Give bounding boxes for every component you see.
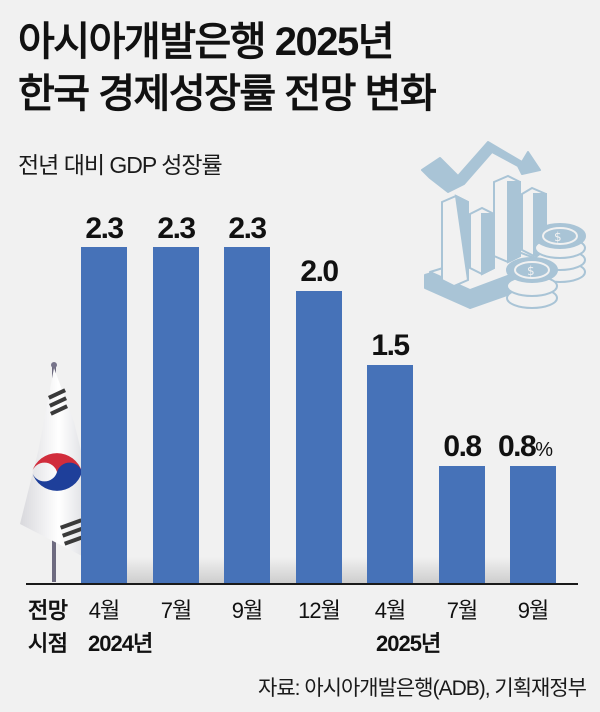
year-label-2025: 2025년 [376,631,441,656]
bar-2025-04 [367,365,413,583]
value-label: 2.3 [157,212,196,245]
bar-2025-07 [439,466,485,583]
year-label-2024: 2024년 [88,631,153,656]
bar-gap-shadow [270,557,296,583]
value-label: 0.8 [443,430,482,463]
x-axis-row-label-1: 전망 [28,598,68,623]
bar-2024-07 [153,247,199,583]
x-tick-label: 4월 [88,598,120,623]
svg-text:$: $ [527,264,535,278]
x-axis-baseline [26,583,578,585]
x-tick-label: 7월 [160,598,192,623]
bar-chart-coins-illustration-icon: $ $ [421,141,586,309]
x-tick-label: 4월 [374,598,406,623]
bar-gap-shadow [485,557,510,583]
value-number: 0.8 [498,430,537,463]
bar-2024-04 [81,247,127,583]
bar-gap-shadow [127,557,153,583]
x-tick-label: 9월 [231,598,263,623]
x-tick-label: 12월 [298,598,341,623]
value-label: 0.8% [498,432,598,462]
x-axis-row-label-2: 시점 [28,631,68,656]
chart-subtitle: 전년 대비 GDP 성장률 [18,152,223,178]
south-korea-flag-icon [20,362,98,582]
value-label: 2.3 [85,212,124,245]
bar-gap-shadow [413,557,439,583]
title-line-2: 한국 경제성장률 전망 변화 [18,72,437,116]
bar-2024-09 [224,247,270,583]
source-note: 자료: 아시아개발은행(ADB), 기획재정부 [258,677,587,700]
bar-2024-12 [296,291,342,583]
value-label: 2.0 [300,255,339,288]
bar-gap-shadow [199,557,224,583]
value-label: 1.5 [371,329,410,362]
bar-2025-09 [510,466,556,583]
bar-gap-shadow [342,557,367,583]
svg-text:$: $ [554,230,562,244]
value-label: 2.3 [228,212,267,245]
unit-percent: % [535,439,554,461]
x-tick-label: 7월 [446,598,478,623]
title-line-1: 아시아개발은행 2025년 [18,20,395,64]
x-tick-label: 9월 [517,598,549,623]
